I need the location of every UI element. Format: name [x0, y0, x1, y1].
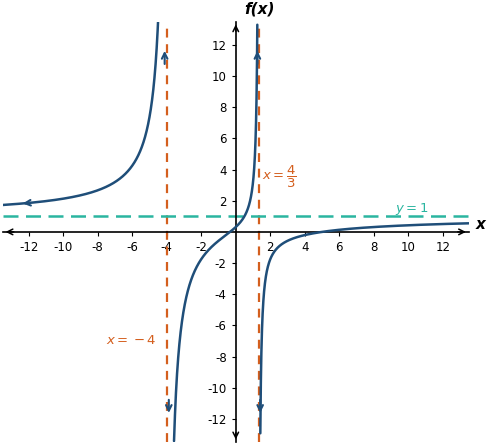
- Text: x: x: [476, 217, 486, 231]
- Text: f(x): f(x): [244, 2, 275, 17]
- Text: $x = \dfrac{4}{3}$: $x = \dfrac{4}{3}$: [262, 164, 297, 190]
- Text: $y = 1$: $y = 1$: [394, 201, 428, 217]
- Text: $x = -4$: $x = -4$: [106, 335, 157, 348]
